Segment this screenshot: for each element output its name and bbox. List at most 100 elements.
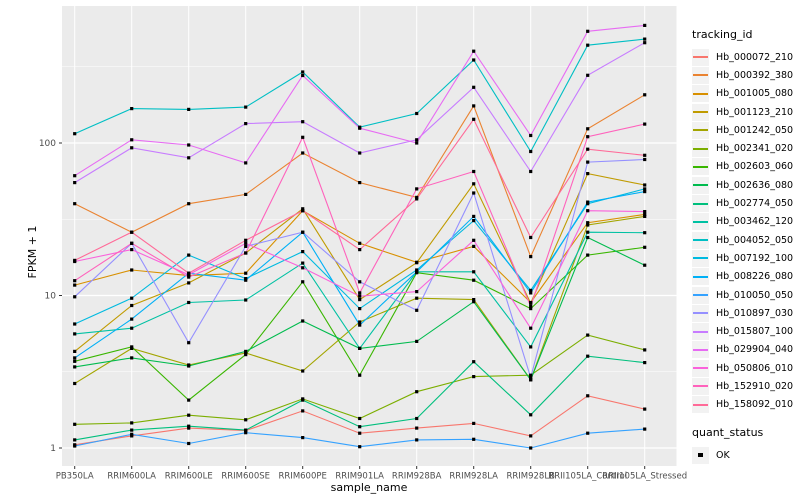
legend-item: Hb_007192_100 xyxy=(692,249,800,267)
data-point xyxy=(358,181,362,185)
data-point xyxy=(73,181,77,185)
data-point xyxy=(187,426,191,430)
legend-item-label: Hb_002774_050 xyxy=(716,198,794,210)
x-tick-label: RRIM928LA xyxy=(449,472,498,482)
plot-panel xyxy=(62,6,677,466)
data-point xyxy=(472,270,476,274)
legend-items: Hb_000072_210 Hb_000392_380 Hb_001005_080 H… xyxy=(692,48,800,414)
x-tick-label: RRIM600PE xyxy=(279,472,327,482)
y-tick-label: 100 xyxy=(39,139,56,149)
data-point xyxy=(529,149,533,154)
legend-item-quant-ok: OK xyxy=(692,446,800,464)
data-point xyxy=(244,241,248,245)
data-point xyxy=(586,202,590,206)
x-tick-label: RRIM600LA xyxy=(107,472,156,482)
data-point xyxy=(301,207,305,211)
data-point xyxy=(301,230,305,234)
data-point xyxy=(415,296,419,300)
data-point xyxy=(73,349,77,353)
data-point xyxy=(244,349,248,353)
data-point xyxy=(472,421,476,425)
data-point xyxy=(244,251,248,255)
data-point xyxy=(358,126,362,130)
data-point xyxy=(415,268,419,272)
data-point xyxy=(643,93,647,97)
data-point xyxy=(415,111,419,116)
data-point xyxy=(301,209,305,213)
data-point xyxy=(472,360,476,364)
x-tick-label: RRIM928LB xyxy=(506,472,555,482)
legend-line-swatch xyxy=(693,220,708,223)
legend-key xyxy=(692,359,709,377)
data-point xyxy=(301,70,305,74)
legend-item-label: Hb_152910_020 xyxy=(716,380,794,392)
data-point xyxy=(415,138,419,142)
data-point xyxy=(301,73,305,78)
legend-key xyxy=(692,323,709,341)
data-point xyxy=(529,304,533,308)
data-point xyxy=(358,320,362,324)
data-point xyxy=(244,428,248,432)
data-point xyxy=(415,141,419,145)
data-point xyxy=(187,364,191,368)
data-point xyxy=(358,298,362,302)
data-point xyxy=(244,278,248,282)
data-point xyxy=(415,290,419,294)
data-point xyxy=(586,394,590,398)
data-point xyxy=(472,437,476,441)
data-point xyxy=(73,438,77,442)
legend-item: Hb_001242_050 xyxy=(692,121,800,139)
legend-item-label: Hb_015807_100 xyxy=(716,326,794,338)
legend-item: Hb_002774_050 xyxy=(692,194,800,213)
data-point xyxy=(472,58,476,62)
data-point xyxy=(358,291,362,295)
legend-key xyxy=(692,231,709,249)
data-point xyxy=(187,156,191,160)
data-point xyxy=(586,221,590,225)
legend-key xyxy=(692,341,709,359)
data-point xyxy=(244,244,248,248)
data-point xyxy=(187,424,191,428)
data-point xyxy=(415,308,419,312)
data-point xyxy=(358,248,362,252)
x-tick-label: RRIM600LE xyxy=(165,472,213,482)
data-point xyxy=(529,375,533,380)
data-point xyxy=(472,214,476,218)
data-point xyxy=(643,41,647,45)
x-tick-label: RRII105LA_Stressed xyxy=(602,472,687,482)
data-point xyxy=(472,219,476,223)
data-point xyxy=(244,298,248,302)
data-point xyxy=(73,332,77,336)
legend-key xyxy=(692,158,709,176)
data-point xyxy=(301,398,305,402)
data-point xyxy=(187,341,191,345)
data-point xyxy=(472,117,476,121)
data-point xyxy=(187,441,191,446)
legend-item: Hb_152910_020 xyxy=(692,377,800,395)
legend-line-swatch xyxy=(693,275,708,278)
legend-item-label: Hb_029904_040 xyxy=(716,344,794,356)
data-point xyxy=(187,107,191,111)
legend-item: Hb_008226_080 xyxy=(692,268,800,286)
data-point xyxy=(130,303,134,308)
data-point xyxy=(586,127,590,131)
legend-line-swatch xyxy=(693,202,708,205)
data-point xyxy=(358,346,362,350)
data-point xyxy=(643,212,647,216)
legend-item: Hb_010897_030 xyxy=(692,304,800,322)
legend-key xyxy=(692,213,709,231)
legend-item-label: Hb_007192_100 xyxy=(716,252,794,264)
data-point xyxy=(301,261,305,265)
data-point xyxy=(529,307,533,311)
data-point xyxy=(529,434,533,438)
data-point xyxy=(643,187,647,191)
data-point xyxy=(130,241,134,245)
data-point xyxy=(643,183,647,187)
data-point xyxy=(358,323,362,327)
data-point xyxy=(130,230,134,234)
data-point xyxy=(529,373,533,377)
data-point xyxy=(586,333,590,337)
legend-line-swatch xyxy=(693,111,708,114)
legend-item: Hb_004052_050 xyxy=(692,231,800,249)
legend-line-swatch xyxy=(693,56,708,59)
